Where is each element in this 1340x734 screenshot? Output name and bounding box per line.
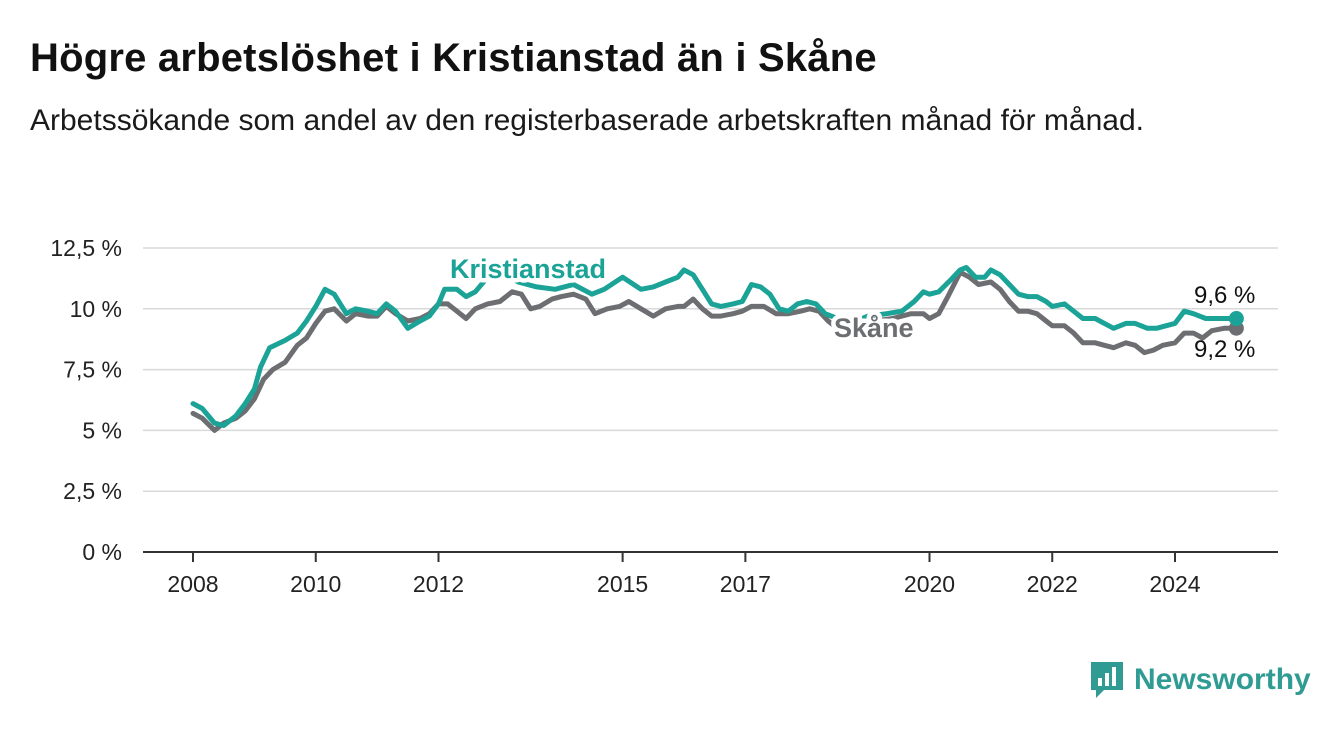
- series-label-skane: Skåne: [834, 313, 914, 343]
- x-tick-label: 2020: [904, 571, 955, 597]
- grid-lines: [143, 247, 1278, 553]
- newsworthy-logo: Newsworthy: [1088, 660, 1311, 700]
- series-lines: [190, 265, 1244, 433]
- brand-name: Newsworthy: [1134, 663, 1311, 696]
- end-value-skane: 9,2 %: [1194, 336, 1255, 363]
- y-tick-label: 10 %: [70, 296, 122, 322]
- x-tick-label: 2024: [1149, 571, 1200, 597]
- y-tick-label: 12,5 %: [50, 235, 122, 261]
- y-tick-label: 5 %: [82, 417, 122, 443]
- x-tick-label: 2012: [413, 571, 464, 597]
- x-tick-label: 2008: [167, 571, 218, 597]
- y-tick-label: 2,5 %: [63, 478, 122, 504]
- series-label-kristianstad: Kristianstad: [450, 254, 606, 284]
- y-axis-ticks: 0 % 2,5 % 5 % 7,5 % 10 % 12,5 %: [50, 235, 122, 565]
- series-line-kristianstad: [190, 265, 1239, 428]
- series-labels: Kristianstad Skåne 9,6 % 9,2 %: [446, 250, 1256, 364]
- chart-subtitle: Arbetssökande som andel av den registerb…: [30, 104, 1144, 137]
- end-value-kristianstad: 9,6 %: [1194, 282, 1255, 309]
- chart-title: Högre arbetslöshet i Kristianstad än i S…: [30, 36, 877, 80]
- series-end-point: [1228, 311, 1244, 327]
- y-tick-label: 0 %: [82, 539, 122, 565]
- bar-chart-logo-icon: [1091, 662, 1123, 698]
- x-axis-ticks: 2008 2010 2012 2015 2017 2020 2022 2024: [167, 552, 1201, 597]
- y-tick-label: 7,5 %: [63, 357, 122, 383]
- series-line-skane: [190, 269, 1239, 433]
- x-tick-label: 2015: [597, 571, 648, 597]
- x-tick-label: 2017: [720, 571, 771, 597]
- x-tick-label: 2010: [290, 571, 341, 597]
- x-tick-label: 2022: [1027, 571, 1078, 597]
